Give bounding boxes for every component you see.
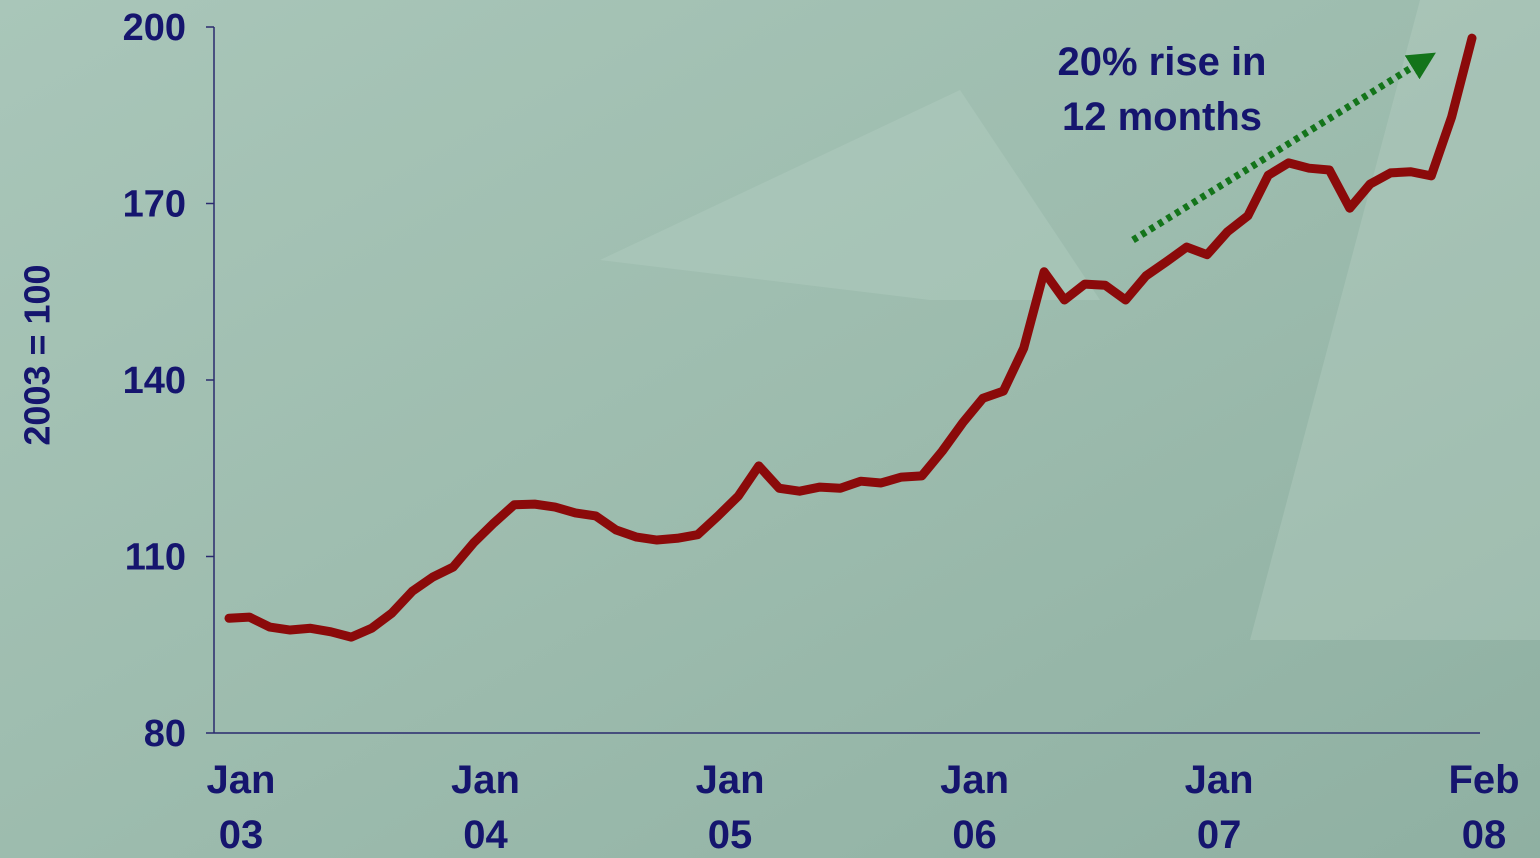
annotation: 20% rise in — [1057, 40, 1266, 84]
y-tick-label: 200 — [123, 7, 186, 49]
y-tick-label: 80 — [144, 713, 186, 755]
y-axis-label: 2003 = 100 — [17, 264, 58, 445]
y-tick-label: 170 — [123, 184, 186, 226]
y-tick-label: 110 — [125, 537, 186, 579]
page: 2003 = 100 20% rise in 12 months 80 110 14… — [0, 0, 1540, 858]
y-tick-label: 140 — [123, 360, 186, 402]
annotation: 12 months — [1062, 95, 1262, 139]
chart: 2003 = 100 20% rise in 12 months 80 110 14… — [0, 0, 1540, 858]
